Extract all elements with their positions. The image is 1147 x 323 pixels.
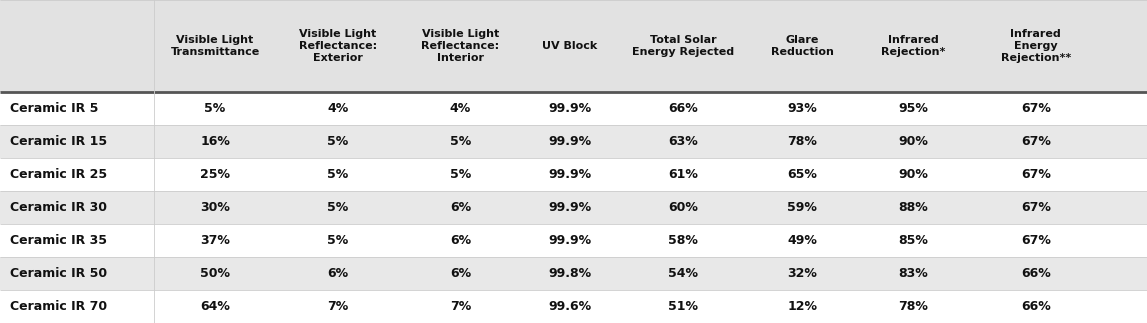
Text: Ceramic IR 15: Ceramic IR 15	[10, 135, 108, 148]
Text: Total Solar
Energy Rejected: Total Solar Energy Rejected	[632, 35, 734, 57]
Text: 99.9%: 99.9%	[548, 135, 591, 148]
Text: Infrared
Energy
Rejection**: Infrared Energy Rejection**	[1000, 29, 1071, 63]
Text: 67%: 67%	[1021, 234, 1051, 247]
Text: 6%: 6%	[327, 267, 349, 280]
Text: 6%: 6%	[450, 234, 471, 247]
Text: Ceramic IR 70: Ceramic IR 70	[10, 300, 108, 313]
Bar	[0, 191, 1147, 224]
Text: 6%: 6%	[450, 201, 471, 214]
Text: 78%: 78%	[898, 300, 928, 313]
Text: 88%: 88%	[898, 201, 928, 214]
Text: 63%: 63%	[669, 135, 697, 148]
Text: 5%: 5%	[327, 135, 349, 148]
Text: Visible Light
Reflectance:
Interior: Visible Light Reflectance: Interior	[421, 29, 500, 63]
Text: 49%: 49%	[787, 234, 818, 247]
Text: 78%: 78%	[787, 135, 818, 148]
Text: 4%: 4%	[450, 102, 471, 115]
Text: 51%: 51%	[668, 300, 699, 313]
Text: 12%: 12%	[787, 300, 818, 313]
Text: 5%: 5%	[327, 201, 349, 214]
Text: 67%: 67%	[1021, 135, 1051, 148]
Bar	[0, 0, 1147, 92]
Text: 99.6%: 99.6%	[548, 300, 591, 313]
Text: 7%: 7%	[327, 300, 349, 313]
Bar	[0, 290, 1147, 323]
Text: 99.9%: 99.9%	[548, 234, 591, 247]
Text: 30%: 30%	[200, 201, 231, 214]
Text: 66%: 66%	[669, 102, 697, 115]
Text: 6%: 6%	[450, 267, 471, 280]
Text: 99.9%: 99.9%	[548, 102, 591, 115]
Text: 7%: 7%	[450, 300, 471, 313]
Text: Ceramic IR 25: Ceramic IR 25	[10, 168, 108, 181]
Text: Glare
Reduction: Glare Reduction	[771, 35, 834, 57]
Bar	[0, 125, 1147, 158]
Text: 61%: 61%	[668, 168, 699, 181]
Text: 99.9%: 99.9%	[548, 168, 591, 181]
Text: 99.8%: 99.8%	[548, 267, 591, 280]
Text: 93%: 93%	[788, 102, 817, 115]
Text: 58%: 58%	[668, 234, 699, 247]
Text: 59%: 59%	[787, 201, 818, 214]
Text: 4%: 4%	[327, 102, 349, 115]
Text: 67%: 67%	[1021, 102, 1051, 115]
Text: 5%: 5%	[450, 168, 471, 181]
Text: 90%: 90%	[898, 168, 928, 181]
Text: 66%: 66%	[1021, 300, 1051, 313]
Text: 5%: 5%	[327, 234, 349, 247]
Text: 83%: 83%	[898, 267, 928, 280]
Text: Ceramic IR 30: Ceramic IR 30	[10, 201, 108, 214]
Text: 90%: 90%	[898, 135, 928, 148]
Text: 67%: 67%	[1021, 201, 1051, 214]
Text: 65%: 65%	[787, 168, 818, 181]
Bar	[0, 92, 1147, 125]
Text: 37%: 37%	[200, 234, 231, 247]
Text: Ceramic IR 50: Ceramic IR 50	[10, 267, 108, 280]
Bar	[0, 224, 1147, 257]
Text: Ceramic IR 35: Ceramic IR 35	[10, 234, 108, 247]
Text: 64%: 64%	[200, 300, 231, 313]
Text: 16%: 16%	[200, 135, 231, 148]
Bar	[0, 257, 1147, 290]
Text: 67%: 67%	[1021, 168, 1051, 181]
Text: 95%: 95%	[898, 102, 928, 115]
Text: Infrared
Rejection*: Infrared Rejection*	[881, 35, 945, 57]
Text: Visible Light
Transmittance: Visible Light Transmittance	[171, 35, 259, 57]
Text: 25%: 25%	[200, 168, 231, 181]
Bar	[0, 158, 1147, 191]
Text: 60%: 60%	[668, 201, 699, 214]
Text: 54%: 54%	[668, 267, 699, 280]
Text: 5%: 5%	[327, 168, 349, 181]
Text: UV Block: UV Block	[541, 41, 598, 51]
Text: 50%: 50%	[200, 267, 231, 280]
Text: Ceramic IR 5: Ceramic IR 5	[10, 102, 99, 115]
Text: Visible Light
Reflectance:
Exterior: Visible Light Reflectance: Exterior	[298, 29, 377, 63]
Text: 5%: 5%	[450, 135, 471, 148]
Text: 99.9%: 99.9%	[548, 201, 591, 214]
Text: 32%: 32%	[787, 267, 818, 280]
Text: 66%: 66%	[1021, 267, 1051, 280]
Text: 5%: 5%	[204, 102, 226, 115]
Text: 85%: 85%	[898, 234, 928, 247]
